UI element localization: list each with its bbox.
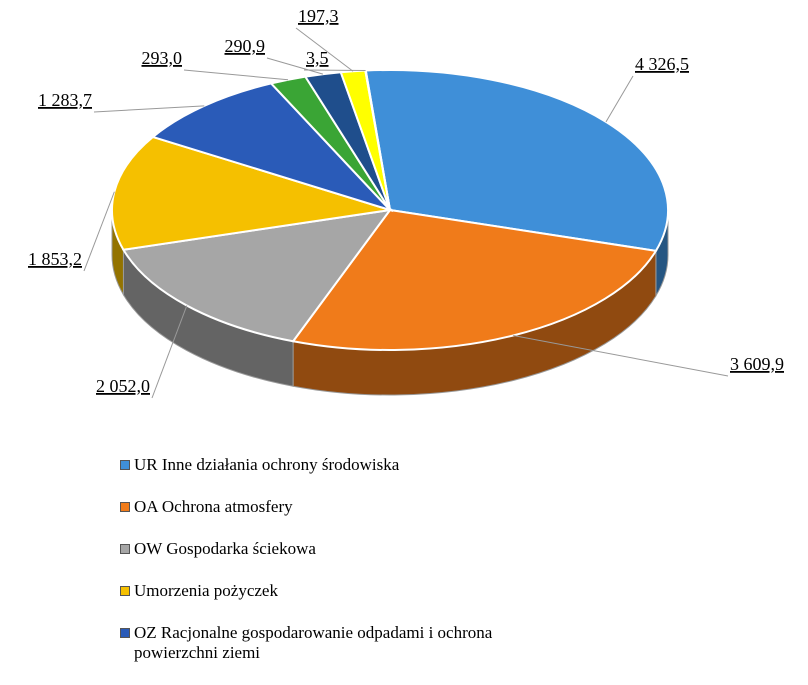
legend-swatch [120,628,130,638]
data-label: 1 283,7 [38,90,92,110]
leader-line [266,57,324,75]
data-label: 3,5 [306,48,329,68]
chart: 4 326,5 3 609,9 2 052,0 1 853,2 1 283,7 293,0… [28,6,784,399]
data-label: 3 609,9 [730,354,784,374]
legend-item: OA Ochrona atmosfery [120,497,580,517]
slice [121,208,393,343]
slice [364,69,669,252]
data-label: 197,3 [298,6,339,26]
slice [291,208,658,351]
legend-swatch [120,544,130,554]
slice [111,135,391,251]
legend-item: Umorzenia pożyczek [120,581,580,601]
leader-line [151,305,188,399]
legend-item: OZ Racjonalne gospodarowanie odpadami i … [120,623,580,663]
leader-line [93,105,205,113]
leader-line [183,69,289,81]
legend-label: UR Inne działania ochrony środowiska [134,455,400,474]
legend-label: OA Ochrona atmosfery [134,497,293,516]
leader-line [295,27,354,72]
leader-line [83,191,115,272]
data-label: 1 853,2 [28,249,82,269]
legend-label: OW Gospodarka ściekowa [134,539,316,558]
leader-line [513,335,729,377]
legend-swatch [120,502,130,512]
leader-line [605,75,634,123]
leader-line [303,69,366,72]
data-label: 4 326,5 [635,54,689,74]
legend-item: OW Gospodarka ściekowa [120,539,580,559]
legend-label: OZ Racjonalne gospodarowanie odpadami i … [134,623,493,662]
data-label: 2 052,0 [96,376,150,396]
legend-item: UR Inne działania ochrony środowiska [120,455,580,475]
legend-label: Umorzenia pożyczek [134,581,278,600]
legend-swatch [120,460,130,470]
data-label: 290,9 [225,36,266,56]
legend: UR Inne działania ochrony środowiska OA O… [120,455,580,685]
data-label: 293,0 [142,48,183,68]
legend-swatch [120,586,130,596]
